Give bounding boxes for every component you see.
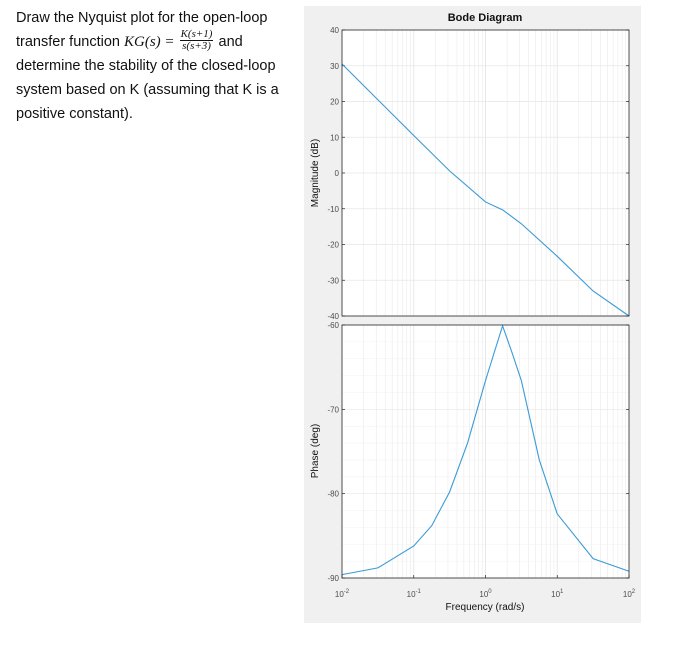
transfer-function-lhs: KG(s) = xyxy=(124,34,175,50)
y-tick-label: 10 xyxy=(330,133,339,142)
magnitude-y-ticks: 40 30 20 10 0 -10 -20 -30 -40 xyxy=(327,26,629,321)
x-tick-label: 100 xyxy=(479,589,492,599)
phase-y-label: Phase (deg) xyxy=(310,424,321,478)
y-tick-label: -60 xyxy=(327,321,339,330)
y-tick-label: 40 xyxy=(330,26,339,35)
problem-line-2-prefix: transfer function xyxy=(16,34,120,50)
y-tick-label: 20 xyxy=(330,98,339,107)
transfer-function-denominator: s(s+3) xyxy=(182,39,211,52)
problem-line-2: transfer function KG(s) = K(s+1) s(s+3) … xyxy=(16,27,298,54)
x-tick-labels: 10-2 10-1 100 101 102 xyxy=(335,575,636,599)
problem-line-3: determine the stability of the closed-lo… xyxy=(16,58,276,74)
y-tick-label: -10 xyxy=(327,205,339,214)
problem-line-1: Draw the Nyquist plot for the open-loop xyxy=(16,10,268,26)
figure-panel: Bode Diagram 40 30 20 10 0 -10 -20 -30 -40 Magni… xyxy=(304,6,641,623)
x-tick-label: 101 xyxy=(551,589,564,599)
y-tick-label: -70 xyxy=(327,405,339,414)
y-tick-label: -90 xyxy=(327,574,339,583)
y-tick-label: -20 xyxy=(327,241,339,250)
x-tick-label: 10-1 xyxy=(407,589,422,599)
y-tick-label: -40 xyxy=(327,312,339,321)
y-tick-label: -30 xyxy=(327,276,339,285)
y-tick-label: 30 xyxy=(330,62,339,71)
transfer-function-numerator: K(s+1) xyxy=(179,27,214,41)
magnitude-axes-frame xyxy=(341,29,630,317)
y-tick-label: -80 xyxy=(327,490,339,499)
problem-line-4: system based on K (assuming that K is a xyxy=(16,82,279,98)
chart-title: Bode Diagram xyxy=(448,12,523,24)
magnitude-y-label: Magnitude (dB) xyxy=(310,139,321,207)
problem-statement: Draw the Nyquist plot for the open-loop … xyxy=(16,6,298,126)
problem-line-2-suffix: and xyxy=(218,34,243,50)
x-axis-label: Frequency (rad/s) xyxy=(446,602,525,613)
x-tick-label: 10-2 xyxy=(335,589,350,599)
x-tick-label: 102 xyxy=(623,589,636,599)
phase-series-line xyxy=(341,324,630,576)
magnitude-series-line xyxy=(341,63,630,317)
problem-line-5: positive constant). xyxy=(16,106,133,122)
magnitude-grid xyxy=(341,29,629,317)
y-tick-label: 0 xyxy=(335,169,340,178)
transfer-function-fraction: K(s+1) s(s+3) xyxy=(179,27,214,52)
